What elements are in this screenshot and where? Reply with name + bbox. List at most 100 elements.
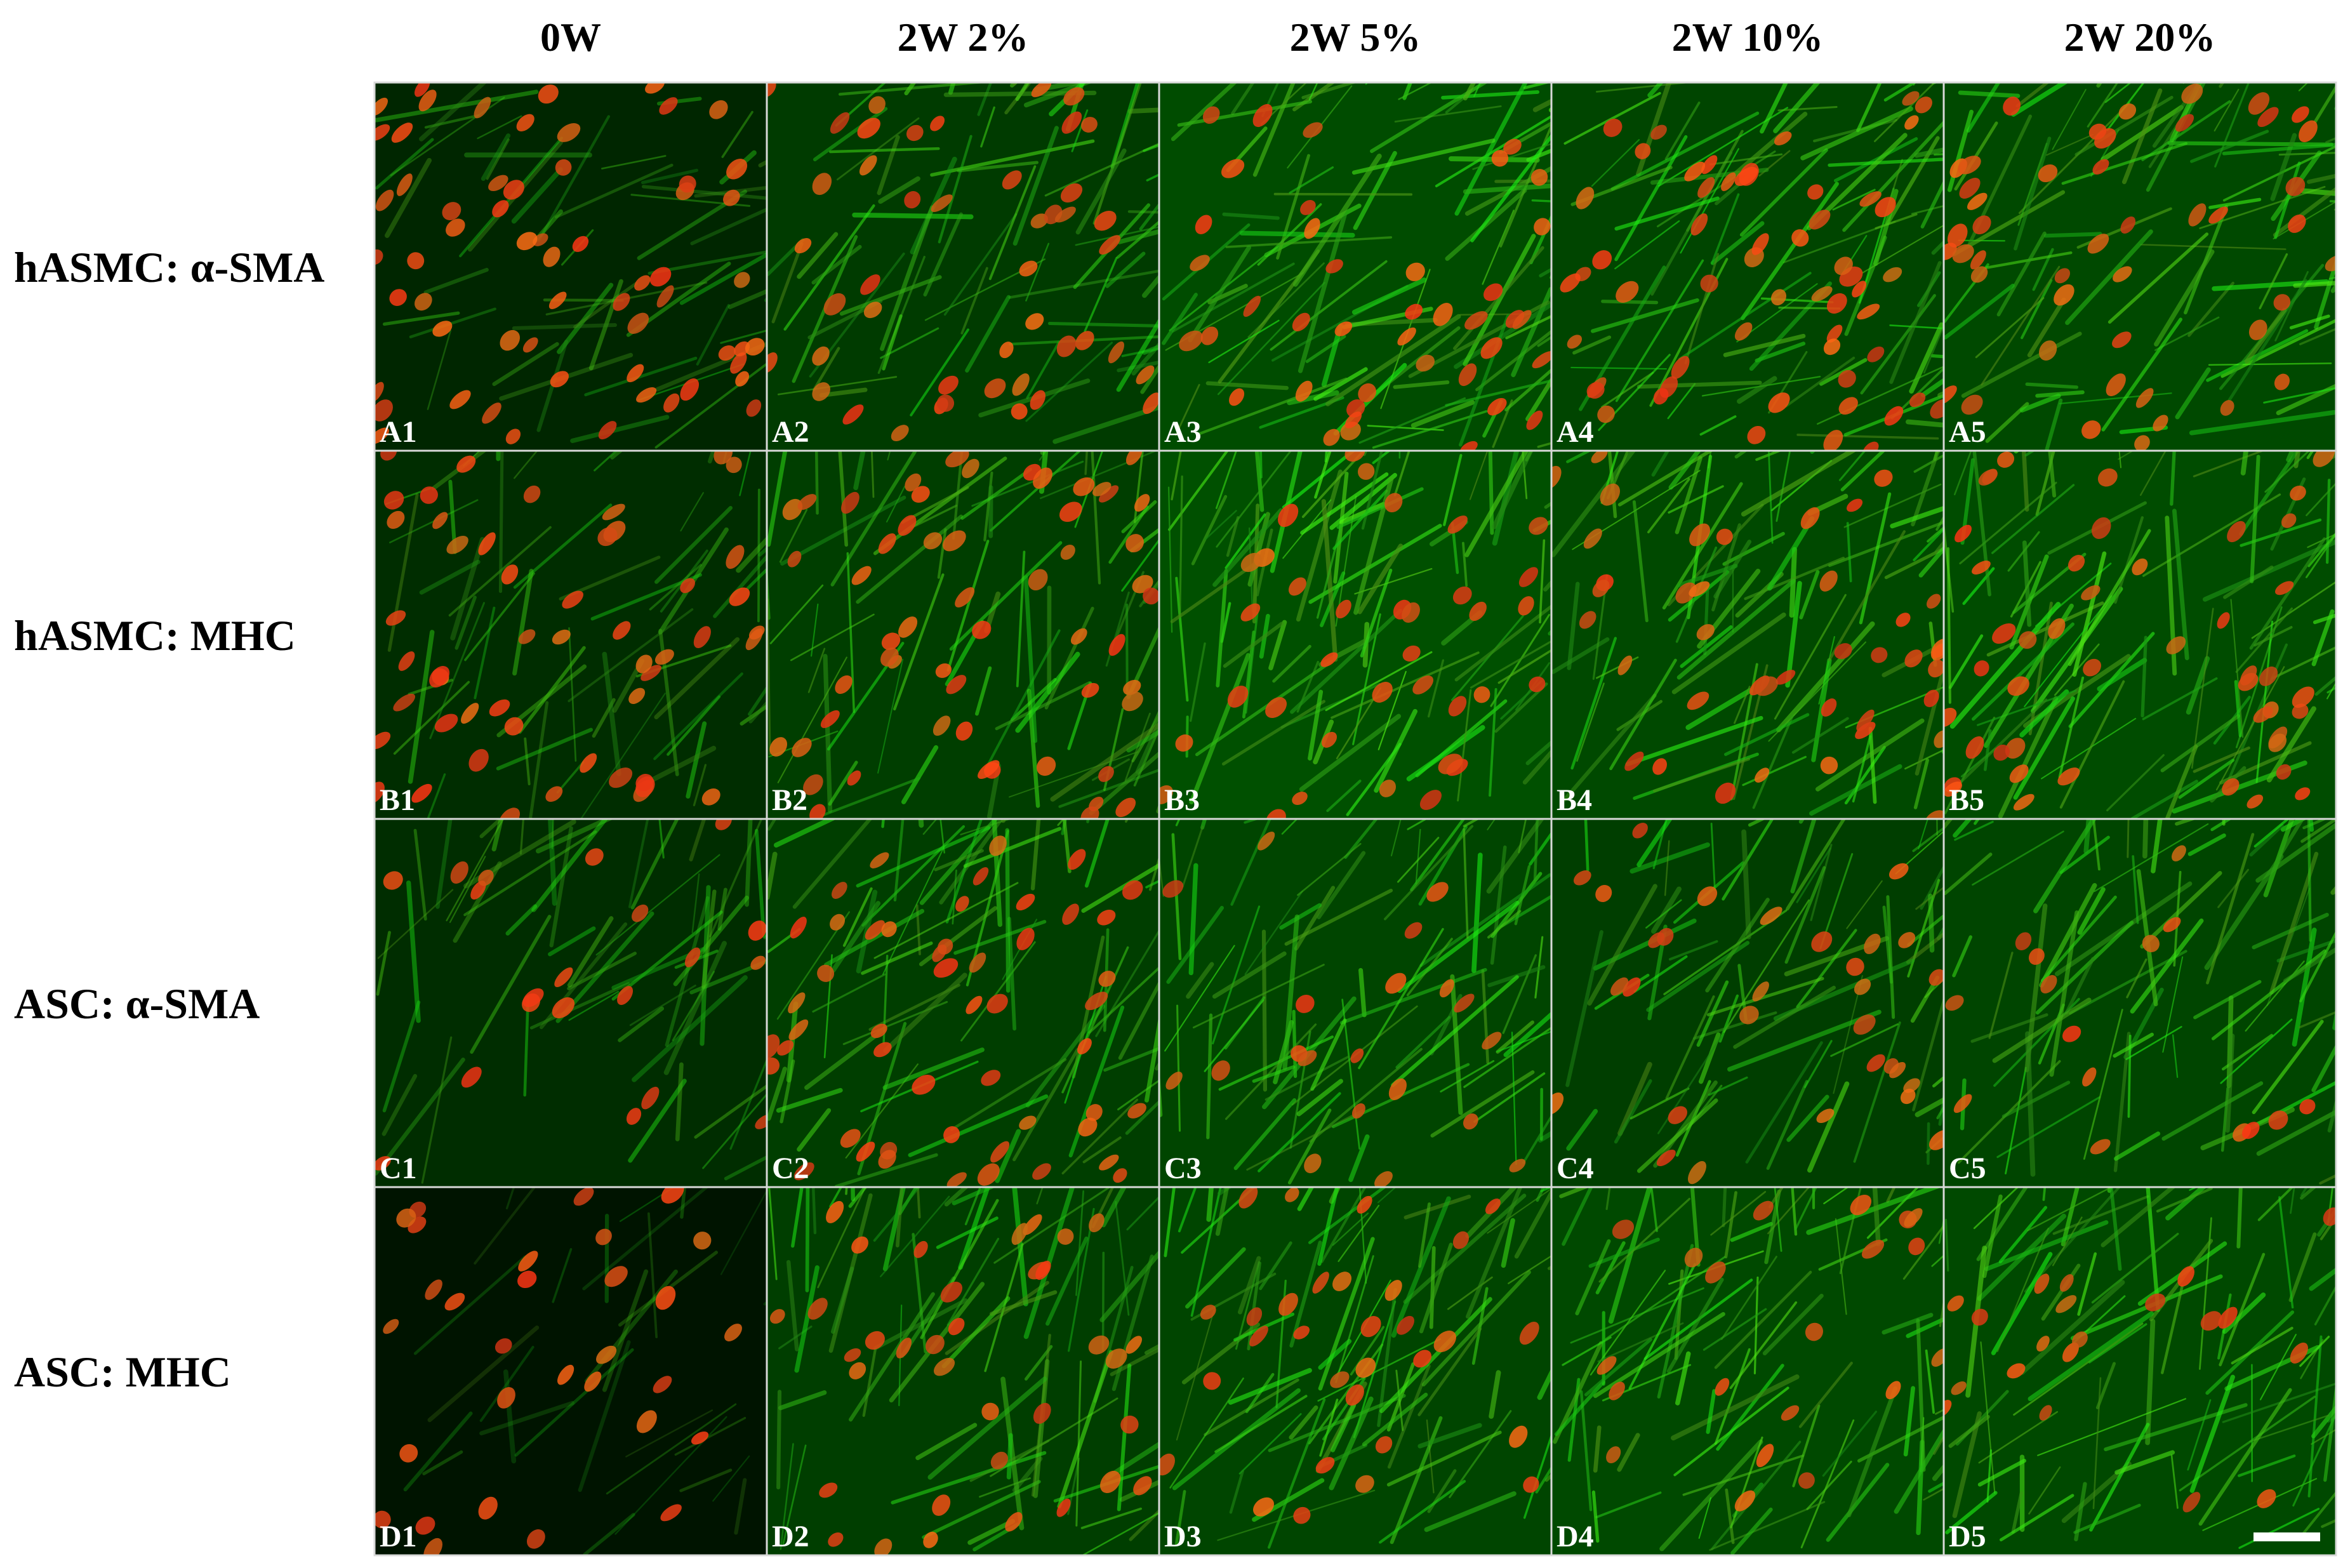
- fiber: [513, 503, 613, 589]
- fiber: [2299, 1336, 2330, 1367]
- nucleus: [1632, 822, 1648, 839]
- fiber: [1882, 1313, 1934, 1335]
- fiber: [1796, 929, 1857, 1009]
- fiber: [1221, 700, 1325, 766]
- nucleus: [1402, 602, 1420, 623]
- fiber: [963, 827, 1062, 868]
- fiber: [505, 1187, 515, 1210]
- fiber: [2175, 819, 2198, 826]
- fiber: [1464, 451, 1529, 557]
- fiber: [862, 1348, 877, 1417]
- fiber: [2227, 279, 2307, 402]
- nucleus: [896, 1338, 912, 1359]
- nucleus: [1930, 399, 1944, 419]
- fiber: [1522, 451, 1528, 500]
- fiber: [2215, 666, 2285, 791]
- fiber: [2276, 383, 2336, 416]
- fiber: [1459, 314, 1510, 447]
- nucleus: [981, 1070, 1001, 1086]
- fiber: [1784, 356, 1855, 408]
- nucleus: [523, 485, 541, 503]
- fiber: [1379, 1480, 1466, 1544]
- fiber: [514, 1348, 634, 1457]
- fiber: [1918, 545, 1944, 578]
- nucleus: [1760, 907, 1782, 926]
- fiber: [2014, 136, 2052, 251]
- nucleus: [1970, 250, 1986, 270]
- nucleus: [2181, 83, 2203, 104]
- nucleus: [1965, 736, 1984, 759]
- fiber: [786, 1259, 799, 1352]
- nucleus: [1413, 1350, 1432, 1368]
- fiber: [1786, 819, 1846, 911]
- nucleus: [1811, 931, 1833, 952]
- nucleus: [1648, 932, 1665, 948]
- fiber: [2300, 188, 2336, 196]
- fiber: [2179, 1395, 2316, 1492]
- fiber: [1675, 1080, 1711, 1157]
- nucleus: [840, 491, 860, 514]
- nucleus: [1697, 886, 1718, 907]
- nucleus: [2172, 845, 2186, 861]
- nucleus: [1902, 91, 1920, 106]
- nucleus: [2273, 294, 2291, 311]
- nucleus: [1136, 365, 1155, 385]
- nucleus: [729, 587, 750, 606]
- fiber: [2046, 133, 2094, 156]
- nucleus: [2015, 932, 2032, 951]
- fiber: [2107, 232, 2209, 324]
- nucleus: [1454, 993, 1475, 1013]
- nucleus: [1240, 603, 1261, 621]
- fiber: [934, 849, 984, 872]
- nucleus: [543, 246, 561, 267]
- fiber: [2220, 318, 2336, 378]
- nucleus: [1884, 406, 1904, 426]
- fiber: [1605, 1256, 1726, 1340]
- fiber: [1676, 564, 1738, 588]
- nucleus: [990, 1451, 1008, 1470]
- fiber: [1372, 410, 1488, 449]
- fiber: [1971, 622, 2074, 721]
- nucleus: [972, 867, 989, 886]
- nucleus: [2247, 794, 2264, 809]
- nucleus: [1560, 273, 1581, 293]
- nucleus: [505, 429, 521, 444]
- fiber: [1308, 689, 1324, 761]
- fiber: [1393, 451, 1410, 496]
- fiber: [748, 700, 767, 724]
- fiber: [1952, 190, 2066, 256]
- panel-border: [1942, 1186, 2337, 1557]
- fiber: [2073, 1503, 2141, 1534]
- nucleus: [1483, 283, 1503, 302]
- nucleus: [1005, 1512, 1023, 1532]
- nucleus: [1856, 709, 1875, 732]
- nucleus: [1606, 1446, 1621, 1464]
- nucleus: [1035, 1260, 1051, 1280]
- fiber: [448, 526, 552, 617]
- fiber: [1932, 83, 1939, 85]
- nucleus: [2177, 1266, 2195, 1287]
- nucleus: [1689, 523, 1710, 547]
- fiber: [1784, 866, 1826, 964]
- nucleus: [726, 159, 748, 180]
- nucleus: [497, 1386, 515, 1409]
- fiber: [2024, 1187, 2121, 1293]
- nucleus: [2090, 1139, 2111, 1155]
- nucleus: [634, 275, 651, 291]
- fiber: [1260, 83, 1308, 125]
- fiber: [1895, 830, 1944, 875]
- nucleus: [1265, 697, 1287, 719]
- fiber: [1386, 1430, 1502, 1487]
- fiber: [2033, 819, 2097, 914]
- fiber: [1463, 828, 1469, 939]
- fiber: [2222, 1292, 2266, 1334]
- fiber: [877, 135, 900, 196]
- fiber: [1830, 1023, 1899, 1057]
- nucleus: [1838, 397, 1858, 415]
- fiber: [729, 1058, 767, 1150]
- nucleus: [492, 200, 509, 218]
- fiber: [1723, 899, 1810, 1033]
- fiber: [1318, 1339, 1352, 1370]
- fiber: [1195, 660, 1334, 757]
- nucleus: [1592, 580, 1610, 597]
